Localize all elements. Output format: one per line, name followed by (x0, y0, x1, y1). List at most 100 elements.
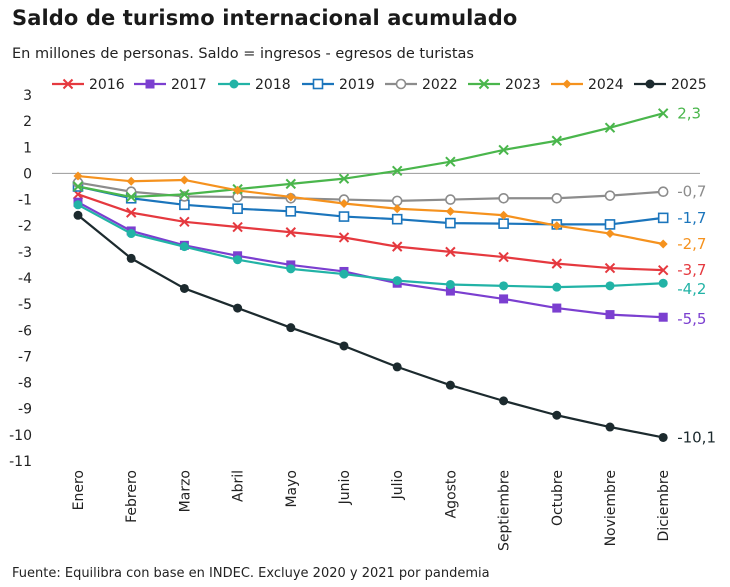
data-point (285, 178, 297, 190)
chart-subtitle: En millones de personas. Saldo = ingreso… (12, 46, 474, 62)
x-tick-label: Julio (390, 470, 406, 500)
y-tick-label: -11 (9, 454, 32, 470)
data-point (657, 212, 669, 224)
data-point (499, 294, 509, 304)
data-point (445, 286, 455, 296)
data-point (232, 221, 243, 233)
x-tick-label: Agosto (443, 470, 459, 518)
series-line (77, 185, 664, 226)
series-line (77, 174, 664, 246)
data-point (233, 185, 243, 195)
legend-marker (229, 79, 239, 89)
data-point (498, 144, 509, 156)
y-tick-label: 3 (23, 88, 32, 104)
y-tick-label: -9 (18, 402, 32, 418)
data-point (73, 200, 83, 210)
y-tick-label: -2 (18, 219, 32, 235)
y-tick-label: -1 (18, 193, 32, 209)
legend-label: 2024 (588, 77, 624, 93)
data-point (552, 221, 562, 231)
chart-axes: 3 2 1 0 -1 -2 -3 -4 -5 -6 -7 -8 -9 -10 -11 Enero Febrero… (9, 88, 700, 551)
legend-marker (645, 79, 655, 89)
data-point (499, 210, 509, 220)
data-point (125, 207, 137, 218)
data-point (233, 255, 243, 265)
end-labels: -3,7 -5,5 -4,2 -1,7 -0,7 2,3 -2,7 -10,1 (677, 104, 716, 446)
series-2024 (73, 171, 668, 249)
data-point (499, 396, 509, 406)
data-point (605, 422, 615, 432)
data-point (552, 282, 562, 292)
y-tick-label: -5 (18, 297, 32, 313)
data-point (392, 204, 402, 214)
data-point (285, 206, 297, 217)
end-label-2022: -0,7 (677, 183, 706, 201)
end-label-2019: -1,7 (677, 209, 706, 227)
data-point (338, 232, 350, 243)
data-point (391, 165, 403, 177)
data-point (338, 173, 350, 184)
data-point (552, 410, 562, 420)
legend-marker (562, 79, 572, 89)
data-point (658, 312, 668, 322)
data-point (551, 135, 563, 146)
legend-marker (395, 78, 407, 90)
data-point (658, 432, 668, 442)
data-point (551, 258, 563, 269)
data-point (498, 218, 509, 229)
data-point (445, 194, 456, 205)
data-point (657, 264, 669, 276)
data-point (658, 239, 668, 249)
data-point (179, 216, 190, 227)
end-label-2018: -4,2 (677, 280, 706, 298)
chart-title: Saldo de turismo internacional acumulado (12, 6, 518, 30)
data-point (551, 192, 563, 204)
chart-series (72, 108, 669, 442)
y-tick-label: -3 (18, 245, 32, 261)
end-label-2016: -3,7 (677, 261, 706, 279)
data-point (233, 303, 243, 313)
series-2019 (72, 181, 669, 230)
data-point (73, 171, 83, 181)
data-point (391, 195, 403, 207)
data-point (126, 176, 136, 186)
legend-marker (145, 79, 155, 89)
data-point (286, 192, 296, 202)
data-point (179, 242, 189, 252)
y-tick-label: 0 (23, 166, 32, 182)
legend-label: 2022 (422, 77, 458, 93)
data-point (126, 253, 136, 263)
data-point (552, 303, 562, 313)
legend-label: 2025 (671, 77, 707, 93)
data-point (232, 203, 243, 215)
data-point (658, 278, 668, 288)
legend-label: 2017 (171, 77, 207, 93)
data-point (445, 280, 455, 290)
y-tick-label: -8 (18, 376, 32, 392)
data-point (286, 323, 296, 333)
data-point (391, 241, 403, 252)
data-point (392, 362, 402, 372)
y-tick-label: -6 (18, 323, 32, 339)
y-tick-label: 2 (23, 114, 32, 130)
data-point (179, 189, 190, 200)
data-point (73, 210, 83, 220)
data-point (498, 251, 509, 263)
data-point (126, 229, 136, 239)
data-point (445, 246, 456, 258)
legend: 2016 2017 2018 2019 2022 2023 2024 2025 (52, 77, 707, 93)
data-point (125, 191, 137, 203)
x-tick-label: Diciembre (656, 470, 672, 541)
series-2025 (73, 210, 668, 442)
x-tick-label: Octubre (550, 470, 566, 526)
end-label-2025: -10,1 (677, 428, 716, 446)
data-point (285, 227, 297, 238)
legend-label: 2023 (505, 77, 541, 93)
y-tick-label: -4 (18, 271, 32, 287)
data-point (445, 206, 455, 216)
end-label-2024: -2,7 (677, 235, 706, 253)
data-point (72, 181, 84, 192)
data-point (445, 380, 455, 390)
series-line (77, 181, 664, 202)
x-tick-label: Noviembre (603, 470, 619, 546)
